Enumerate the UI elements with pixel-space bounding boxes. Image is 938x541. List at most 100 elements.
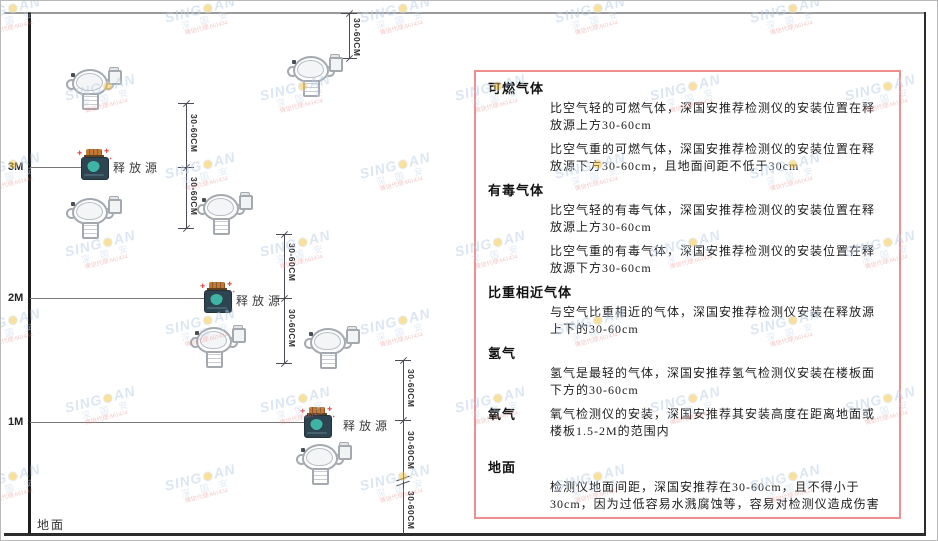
watermark-chinese: 深 国 安: [375, 164, 428, 188]
watermark-dot-icon: [202, 470, 215, 483]
dimension-label: 30-60CM: [406, 369, 416, 408]
detector-inner-shell: [76, 202, 103, 220]
source-rim: [84, 155, 104, 157]
watermark-brand-left: SING: [257, 391, 299, 416]
gas-detector-icon: [66, 66, 122, 110]
watermark-brand: SING AN: [163, 148, 238, 182]
watermark-chinese: 深 国 安: [80, 242, 133, 266]
watermark-brand: SING AN: [62, 382, 138, 416]
watermark-dot-icon: [397, 314, 410, 327]
height-label-2m: 2M: [8, 292, 24, 304]
gas-spark-icon: ✚: [227, 281, 233, 288]
right-wall-line: [924, 12, 926, 535]
level-line-1m: [30, 422, 304, 423]
detector-inner-shell: [306, 448, 333, 466]
watermark-contact: 微信代理:661434: [84, 254, 129, 271]
dimension-label: 30-60CM: [406, 491, 416, 530]
watermark-chinese: 深 国 安: [1, 8, 38, 31]
watermark-chinese: 深 国 安: [375, 8, 428, 32]
watermark-chinese: 深 国 安: [180, 476, 233, 500]
detector-sensor-head: [303, 80, 320, 97]
watermark-dot-icon: [397, 158, 410, 171]
source-rim: [207, 288, 227, 290]
section-paragraph: 比空气轻的有毒气体，深国安推荐检测仪的安装位置在释放源上方30-60cm: [550, 203, 876, 234]
detector-indicator: [71, 202, 75, 206]
section-heading-similar-density-gas: 比重相近气体: [488, 285, 573, 300]
watermark-contact: 微信代理:661434: [0, 20, 34, 37]
section-paragraph: 比空气轻的可燃气体，深国安推荐检测仪的安装位置在释放源上方30-60cm: [550, 101, 876, 132]
dimension-label: 30-60CM: [352, 18, 362, 57]
detector-indicator: [309, 332, 313, 336]
release-source-label: 释放源: [343, 419, 392, 433]
dimension-line: [403, 360, 404, 534]
detector-inner-shell: [200, 331, 227, 349]
watermark-contact: 微信代理:661434: [0, 176, 34, 193]
gas-detector-icon: [304, 325, 360, 369]
watermark-contact: 微信代理:661434: [0, 332, 34, 349]
source-rim: [307, 413, 327, 415]
detector-sensor-head: [206, 351, 223, 368]
watermark-dot-icon: [297, 236, 310, 249]
section-heading-ground: 地面: [488, 460, 517, 475]
detector-junction-box: [108, 70, 122, 85]
detector-indicator: [292, 60, 296, 64]
section-heading-toxic-gas: 有毒气体: [488, 183, 545, 198]
watermark-brand-right: AN: [406, 304, 433, 326]
watermark-brand-left: SING: [0, 469, 9, 494]
detector-junction-box: [108, 199, 122, 214]
detector-junction-box: [346, 329, 360, 344]
watermark-brand-left: SING: [357, 469, 399, 494]
source-band: [207, 307, 227, 309]
gas-spark-icon: ✦: [332, 414, 336, 419]
section-paragraph: 与空气比重相近的气体，深国安推荐检测仪安装在释放源上下的30-60cm: [550, 305, 876, 336]
detector-sensor-head: [82, 93, 99, 110]
detector-indicator: [202, 198, 206, 202]
detector-junction-box: [329, 57, 343, 72]
watermark-chinese: 深 国 安: [375, 320, 428, 344]
gas-detector-icon: [296, 441, 352, 485]
detector-inner-shell: [314, 332, 341, 350]
height-axis-line: [28, 12, 31, 534]
watermark-brand-right: AN: [211, 148, 238, 170]
source-band: [84, 174, 104, 176]
gas-spark-icon: ✚: [200, 283, 206, 290]
watermark-brand: SING AN: [357, 461, 432, 494]
watermark-chinese: 深 国 安: [180, 8, 233, 32]
detector-indicator: [301, 448, 305, 452]
gas-spark-icon: ✚: [327, 406, 333, 413]
source-cap: [86, 149, 102, 156]
section-paragraph: 比空气重的有毒气体，深国安推荐检测仪的安装位置在释放源下方30-60cm: [550, 244, 876, 275]
watermark-brand-right: AN: [111, 382, 138, 404]
gas-spark-icon: ✚: [104, 148, 110, 155]
gas-detector-icon: [287, 53, 343, 97]
detector-junction-box: [338, 445, 352, 460]
watermark-chinese: 深 国 安: [1, 320, 38, 343]
source-mask-emblem: [87, 161, 100, 173]
watermark-brand-left: SING: [62, 391, 104, 416]
section-oxygen: 氧气 氧气检测仪的安装，深国安推荐其安装高度在距离地面或楼板1.5-2M的范围内: [488, 406, 887, 447]
detector-sensor-head: [82, 222, 99, 239]
watermark-brand: SING AN: [163, 460, 238, 494]
watermark-contact: 微信代理:661434: [184, 20, 229, 37]
watermark-chinese: 深 国 安: [1, 476, 38, 499]
gas-detector-icon: [197, 191, 253, 235]
ground-label: 地面: [37, 518, 66, 532]
watermark-dot-icon: [7, 470, 20, 483]
gas-detector-icon: [66, 195, 122, 239]
watermark-brand-right: AN: [406, 148, 433, 170]
watermark-brand-left: SING: [0, 313, 9, 338]
watermark-brand-right: AN: [306, 382, 333, 404]
watermark-contact: 微信代理:661434: [279, 98, 324, 115]
section-heading-oxygen: 氧气: [488, 407, 517, 422]
watermark-dot-icon: [7, 314, 20, 327]
watermark-brand-right: AN: [211, 460, 238, 482]
source-cap: [309, 407, 325, 414]
detector-inner-shell: [76, 73, 103, 91]
watermark-contact: 微信代理:661434: [769, 20, 814, 37]
